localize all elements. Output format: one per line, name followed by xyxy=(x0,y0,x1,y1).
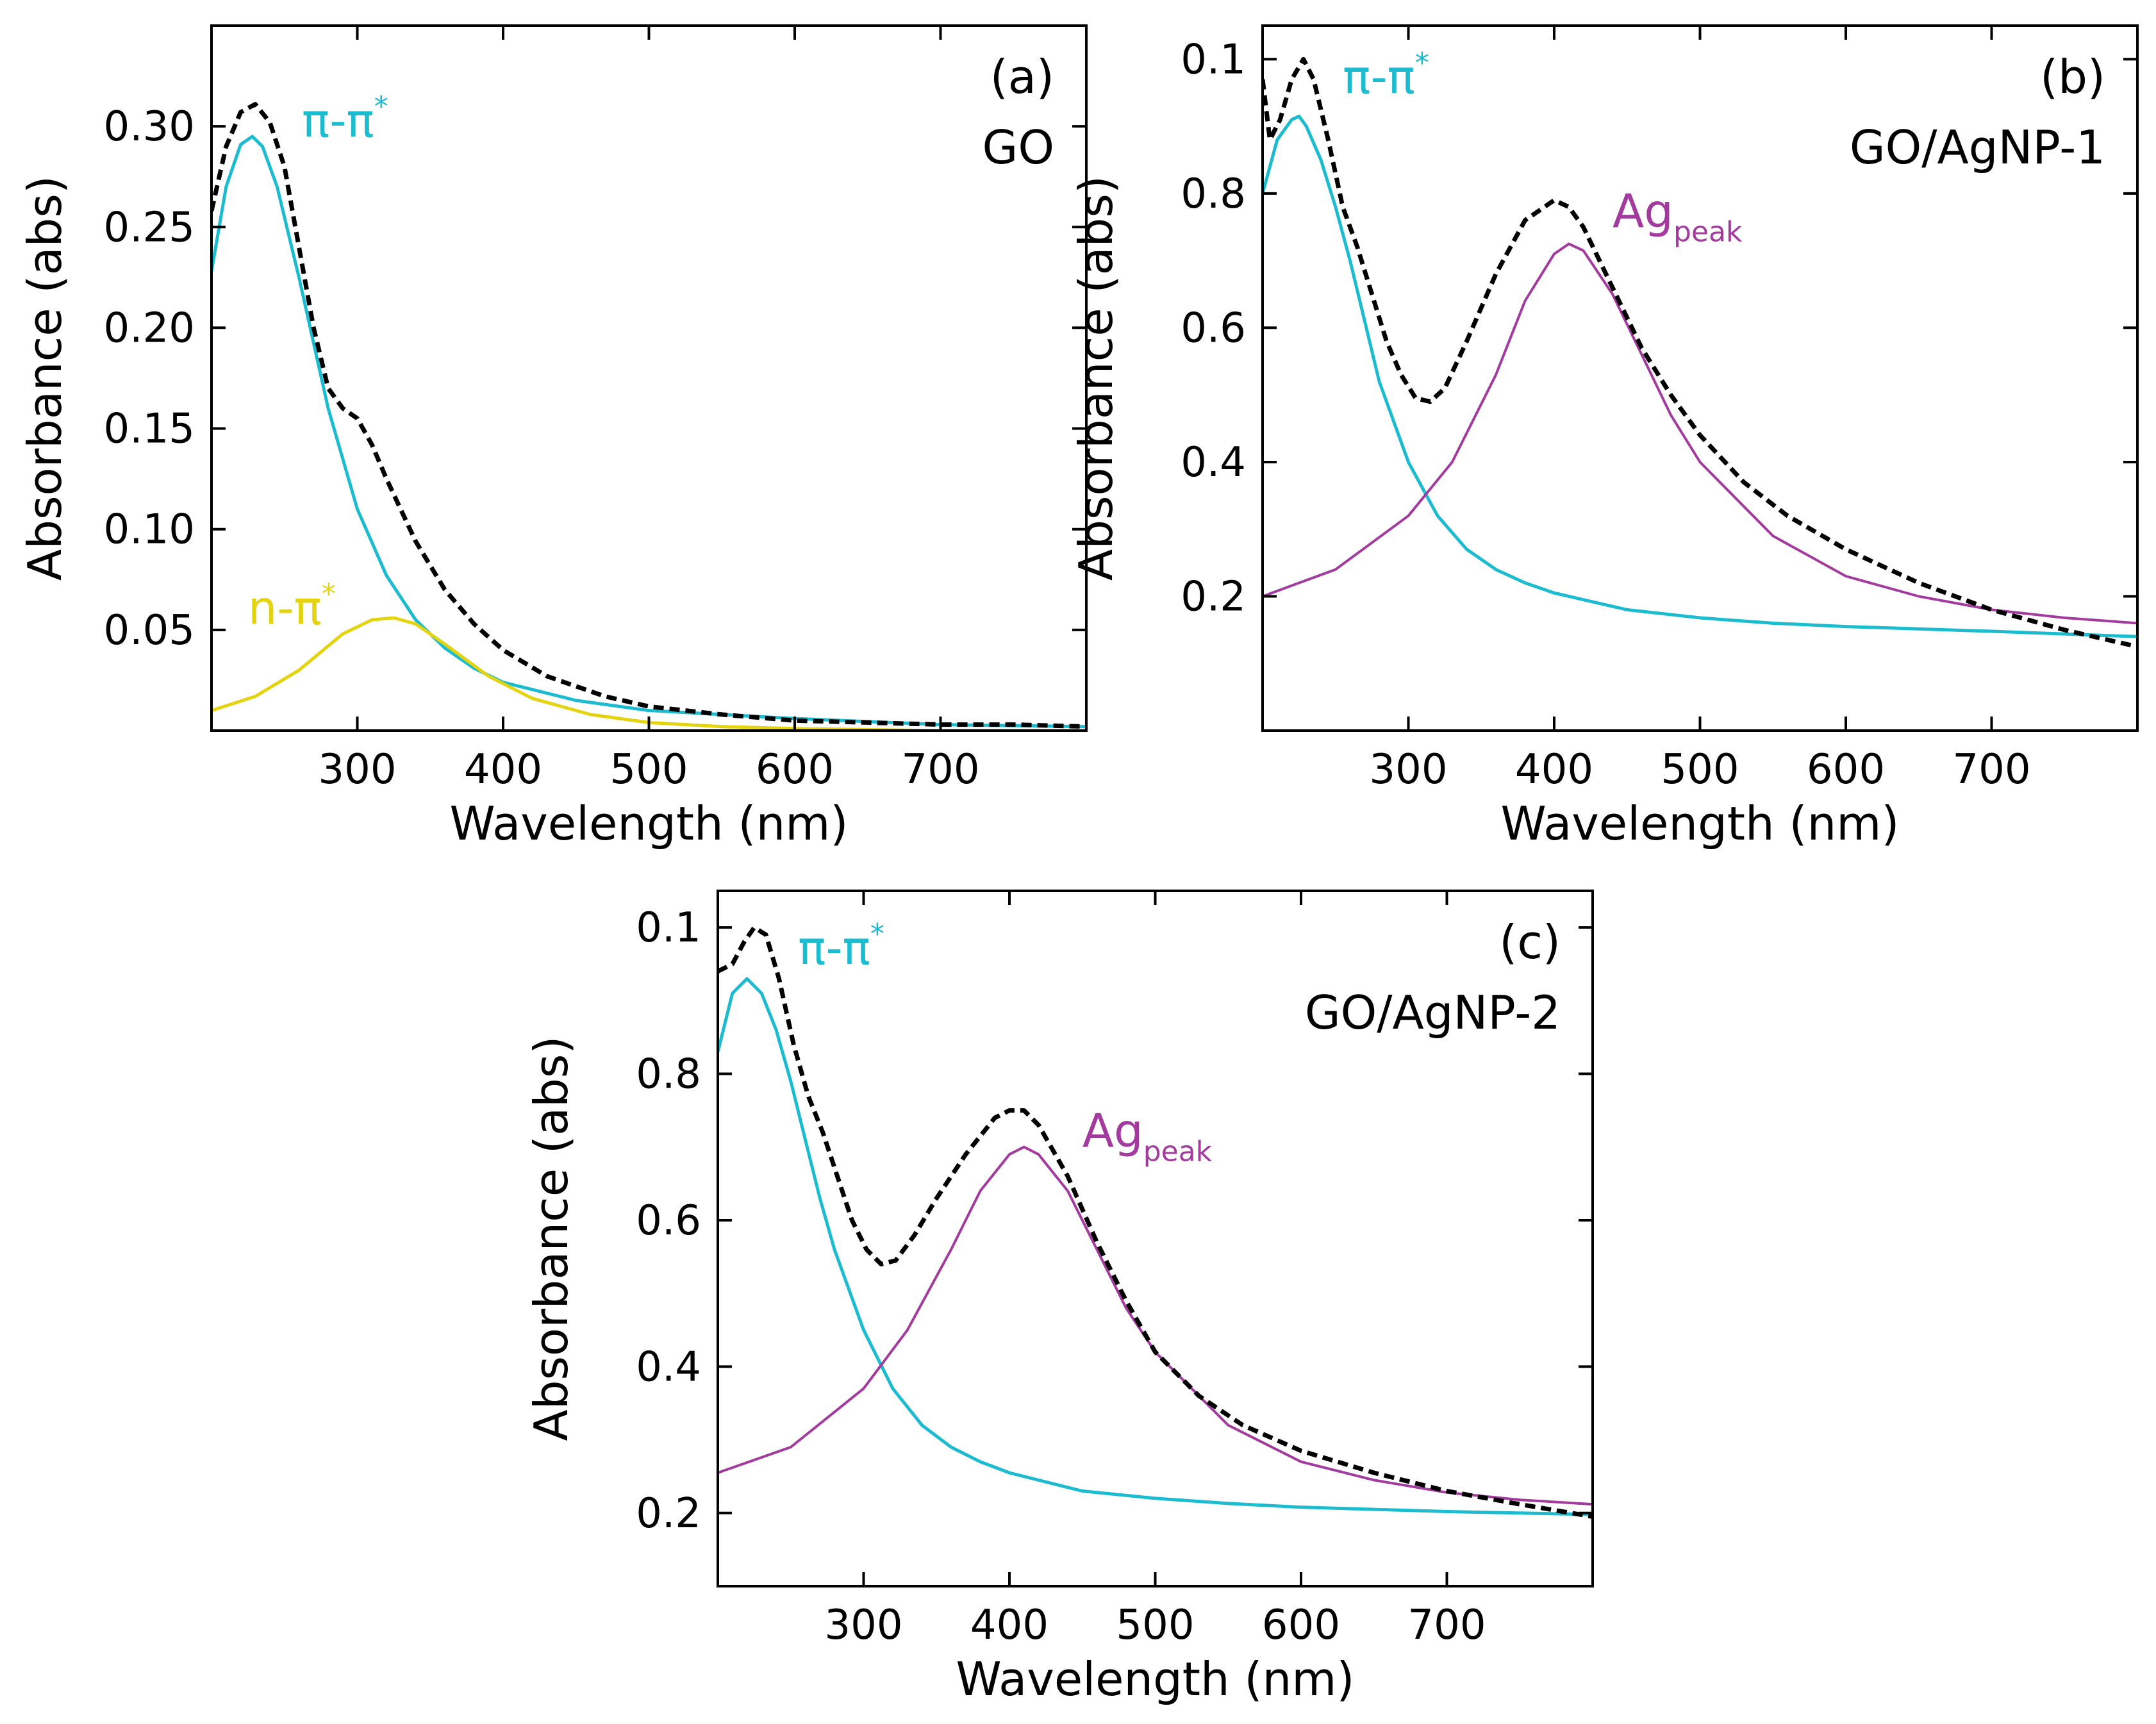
y-axis-title: Absorbance (abs) xyxy=(524,1036,578,1441)
x-tick-label: 300 xyxy=(824,1602,902,1649)
series-line-ag xyxy=(718,1145,1593,1506)
y-tick-label: 0.4 xyxy=(636,1343,701,1391)
x-tick-label: 600 xyxy=(1807,746,1885,793)
x-tick-label: 400 xyxy=(1515,746,1593,793)
y-tick-label: 0.05 xyxy=(104,607,195,654)
x-axis-title: Wavelength (nm) xyxy=(450,797,849,850)
sample-label: GO/AgNP-1 xyxy=(1850,120,2105,174)
x-tick-label: 600 xyxy=(1262,1602,1340,1649)
pi-pi-label-main: π-π xyxy=(1343,50,1415,104)
x-tick-label: 400 xyxy=(464,746,542,793)
x-tick-label: 700 xyxy=(1407,1602,1486,1649)
y-tick-label: 0.15 xyxy=(104,406,195,453)
plot-area xyxy=(718,925,1593,1519)
y-tick-label: 0.10 xyxy=(104,506,195,554)
x-tick-label: 400 xyxy=(970,1602,1049,1649)
x-tick-label: 700 xyxy=(1952,746,2030,793)
x-axis-title: Wavelength (nm) xyxy=(956,1652,1355,1706)
x-tick-label: 500 xyxy=(1661,746,1739,793)
y-tick-label: 0.1 xyxy=(1181,36,1246,83)
x-tick-label: 600 xyxy=(756,746,834,793)
series-line-pi_pi xyxy=(718,977,1593,1516)
y-axis-title: Absorbance (abs) xyxy=(18,176,72,581)
x-tick-label: 700 xyxy=(901,746,979,793)
series-line-measured xyxy=(211,102,1086,729)
series-line-ag xyxy=(1263,242,2137,625)
x-tick-label: 500 xyxy=(1116,1602,1194,1649)
panel-c: 300 400 500 600 700 0.2 0.4 0.6 0.8 0.1 Wavelength… xyxy=(524,890,1594,1706)
ag-peak-label-main: Ag xyxy=(1613,184,1673,238)
series-line-measured xyxy=(718,925,1593,1519)
y-tick-label: 0.2 xyxy=(1181,573,1246,620)
y-tick-label: 0.8 xyxy=(1181,170,1246,218)
y-tick-label: 0.1 xyxy=(636,904,701,952)
series-line-pi_pi xyxy=(1263,114,2137,638)
y-tick-label: 0.6 xyxy=(1181,304,1246,352)
pi-pi-label-main: π-π xyxy=(302,94,374,147)
ag-peak-label: Agpeak xyxy=(1613,184,1743,248)
n-pi-label-main: n-π xyxy=(248,581,322,634)
pi-pi-label-main: π-π xyxy=(798,921,870,975)
ag-peak-label-main: Ag xyxy=(1082,1104,1143,1158)
pi-pi-label: π-π* xyxy=(302,90,388,147)
panel-a: 300 400 500 600 700 0.05 0.10 0.15 0.20 0.25 0.30 W… xyxy=(18,24,1088,850)
ag-peak-label-sub: peak xyxy=(1143,1136,1213,1168)
series-line-measured xyxy=(1263,56,2137,649)
pi-pi-label-sup: * xyxy=(1415,47,1429,79)
sample-label: GO xyxy=(983,120,1054,174)
y-tick-label: 0.4 xyxy=(1181,439,1246,486)
pi-pi-label-sup: * xyxy=(374,90,388,123)
y-tick-label: 0.2 xyxy=(636,1490,701,1538)
series-line-n_pi xyxy=(211,616,1086,731)
sample-label: GO/AgNP-2 xyxy=(1305,986,1561,1040)
plot-area xyxy=(1263,56,2137,649)
y-tick-label: 0.30 xyxy=(104,103,195,151)
x-tick-label: 300 xyxy=(318,746,396,793)
n-pi-label-sup: * xyxy=(322,577,336,610)
y-tick-label: 0.25 xyxy=(104,204,195,251)
x-tick-label: 500 xyxy=(609,746,688,793)
panel-label: (b) xyxy=(2040,50,2105,104)
pi-pi-label-sup: * xyxy=(870,918,884,950)
ag-peak-label-sub: peak xyxy=(1673,215,1743,248)
n-pi-label: n-π* xyxy=(248,577,336,634)
panel-label: (a) xyxy=(990,50,1054,104)
plot-area xyxy=(211,102,1086,731)
x-tick-label: 300 xyxy=(1369,746,1447,793)
pi-pi-label: π-π* xyxy=(1343,47,1429,104)
pi-pi-label: π-π* xyxy=(798,918,884,975)
y-tick-label: 0.8 xyxy=(636,1051,701,1098)
y-axis-title: Absorbance (abs) xyxy=(1069,176,1123,581)
panel-b: 300 400 500 600 700 0.2 0.4 0.6 0.8 0.1 Wavelength… xyxy=(1069,24,2139,850)
x-axis-title: Wavelength (nm) xyxy=(1501,797,1900,850)
ag-peak-label: Agpeak xyxy=(1082,1104,1213,1168)
y-tick-label: 0.20 xyxy=(104,304,195,352)
panel-label: (c) xyxy=(1499,915,1561,969)
y-tick-label: 0.6 xyxy=(636,1197,701,1245)
